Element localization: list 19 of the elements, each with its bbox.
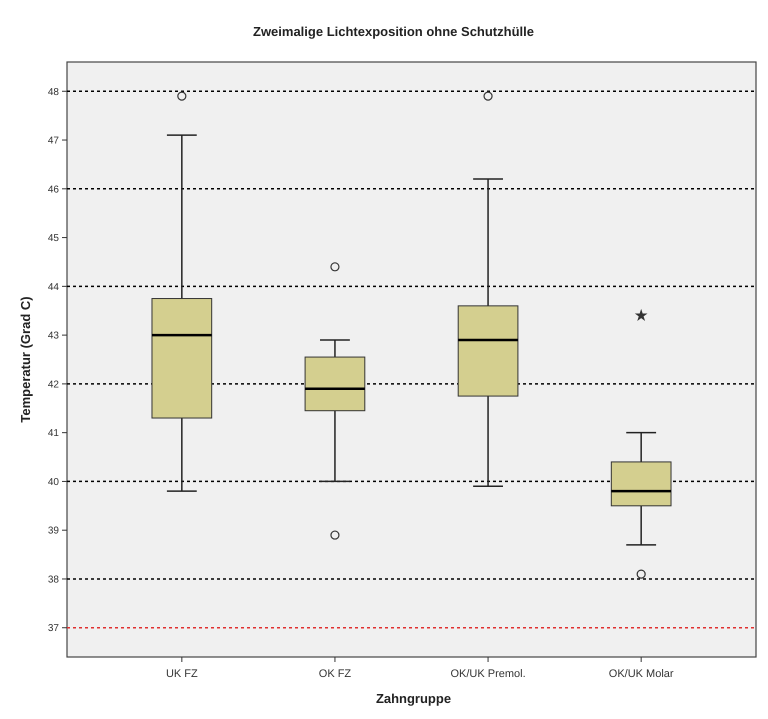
x-tick-label: OK/UK Premol. bbox=[450, 668, 526, 680]
y-tick-label: 48 bbox=[48, 86, 60, 98]
y-tick-label: 40 bbox=[48, 476, 60, 488]
x-axis-title: Zahngruppe bbox=[376, 691, 452, 706]
y-tick-label: 41 bbox=[48, 428, 60, 440]
y-tick-label: 38 bbox=[48, 574, 60, 586]
y-tick-label: 46 bbox=[48, 184, 60, 196]
y-tick-label: 37 bbox=[48, 623, 60, 634]
x-tick-label: UK FZ bbox=[166, 668, 198, 680]
x-tick-label: OK/UK Molar bbox=[608, 668, 674, 680]
y-tick-label: 42 bbox=[48, 379, 60, 390]
y-tick-label: 43 bbox=[48, 330, 60, 342]
x-tick-label: OK FZ bbox=[318, 668, 352, 680]
y-axis-title: Temperatur (Grad C) bbox=[18, 296, 33, 423]
y-tick-label: 45 bbox=[48, 233, 60, 244]
chart-title: Zweimalige Lichtexposition ohne Schutzhülle bbox=[253, 24, 534, 39]
y-tick-label: 44 bbox=[48, 282, 60, 293]
y-tick-label: 39 bbox=[48, 526, 60, 537]
y-tick-label: 47 bbox=[48, 136, 60, 147]
